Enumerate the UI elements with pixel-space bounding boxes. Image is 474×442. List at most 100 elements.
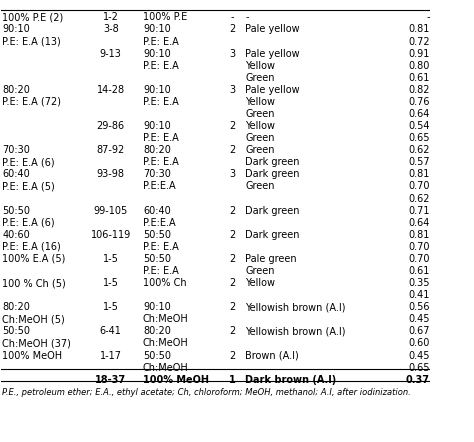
- Text: Pale yellow: Pale yellow: [245, 85, 300, 95]
- Text: 2: 2: [229, 351, 236, 361]
- Text: 3-8: 3-8: [103, 24, 118, 34]
- Text: 50:50: 50:50: [143, 351, 171, 361]
- Text: Green: Green: [245, 266, 274, 276]
- Text: 50:50: 50:50: [2, 326, 30, 336]
- Text: 0.82: 0.82: [408, 85, 429, 95]
- Text: Dark green: Dark green: [245, 230, 300, 240]
- Text: 0.70: 0.70: [408, 182, 429, 191]
- Text: 100% P.E (2): 100% P.E (2): [2, 12, 64, 23]
- Text: 0.60: 0.60: [408, 339, 429, 348]
- Text: 60:40: 60:40: [2, 169, 30, 179]
- Text: P.E: E.A: P.E: E.A: [143, 61, 179, 71]
- Text: P.E: E.A (16): P.E: E.A (16): [2, 242, 61, 252]
- Text: P.E: E.A: P.E: E.A: [143, 37, 179, 46]
- Text: Green: Green: [245, 145, 274, 155]
- Text: 0.62: 0.62: [408, 194, 429, 204]
- Text: 0.72: 0.72: [408, 37, 429, 46]
- Text: 2: 2: [229, 326, 236, 336]
- Text: 0.35: 0.35: [408, 278, 429, 288]
- Text: 80:20: 80:20: [143, 145, 171, 155]
- Text: 0.41: 0.41: [408, 290, 429, 300]
- Text: P.E: E.A (13): P.E: E.A (13): [2, 37, 61, 46]
- Text: 60:40: 60:40: [143, 206, 171, 216]
- Text: 0.64: 0.64: [408, 109, 429, 119]
- Text: 3: 3: [229, 169, 235, 179]
- Text: 2: 2: [229, 24, 236, 34]
- Text: 100% E.A (5): 100% E.A (5): [2, 254, 65, 264]
- Text: Yellowish brown (A.I): Yellowish brown (A.I): [245, 302, 346, 312]
- Text: 90:10: 90:10: [143, 24, 171, 34]
- Text: 40:60: 40:60: [2, 230, 30, 240]
- Text: 50:50: 50:50: [2, 206, 30, 216]
- Text: 1: 1: [229, 375, 236, 385]
- Text: 2: 2: [229, 206, 236, 216]
- Text: 3: 3: [229, 85, 235, 95]
- Text: 0.81: 0.81: [408, 169, 429, 179]
- Text: P.E: E.A (72): P.E: E.A (72): [2, 97, 61, 107]
- Text: Yellow: Yellow: [245, 97, 275, 107]
- Text: Green: Green: [245, 133, 274, 143]
- Text: 2: 2: [229, 254, 236, 264]
- Text: 70:30: 70:30: [143, 169, 171, 179]
- Text: Ch:MeOH (5): Ch:MeOH (5): [2, 314, 65, 324]
- Text: 1-17: 1-17: [100, 351, 122, 361]
- Text: -: -: [245, 12, 248, 23]
- Text: Ch:MeOH: Ch:MeOH: [143, 362, 189, 373]
- Text: 1-2: 1-2: [103, 12, 119, 23]
- Text: 0.67: 0.67: [408, 326, 429, 336]
- Text: 90:10: 90:10: [143, 85, 171, 95]
- Text: 2: 2: [229, 302, 236, 312]
- Text: 14-28: 14-28: [97, 85, 125, 95]
- Text: 90:10: 90:10: [2, 24, 30, 34]
- Text: 18-37: 18-37: [95, 375, 127, 385]
- Text: Yellow: Yellow: [245, 278, 275, 288]
- Text: 93-98: 93-98: [97, 169, 125, 179]
- Text: Brown (A.I): Brown (A.I): [245, 351, 299, 361]
- Text: 100 % Ch (5): 100 % Ch (5): [2, 278, 66, 288]
- Text: 1-5: 1-5: [103, 278, 119, 288]
- Text: P.E: E.A (6): P.E: E.A (6): [2, 157, 55, 168]
- Text: Green: Green: [245, 182, 274, 191]
- Text: P.E: E.A: P.E: E.A: [143, 266, 179, 276]
- Text: 100% P.E: 100% P.E: [143, 12, 187, 23]
- Text: Pale green: Pale green: [245, 254, 297, 264]
- Text: Yellowish brown (A.I): Yellowish brown (A.I): [245, 326, 346, 336]
- Text: 87-92: 87-92: [97, 145, 125, 155]
- Text: 50:50: 50:50: [143, 230, 171, 240]
- Text: 0.62: 0.62: [408, 145, 429, 155]
- Text: P.E: E.A: P.E: E.A: [143, 97, 179, 107]
- Text: 1-5: 1-5: [103, 254, 119, 264]
- Text: 90:10: 90:10: [143, 49, 171, 59]
- Text: 70:30: 70:30: [2, 145, 30, 155]
- Text: 0.64: 0.64: [408, 218, 429, 228]
- Text: 0.70: 0.70: [408, 254, 429, 264]
- Text: 0.57: 0.57: [408, 157, 429, 168]
- Text: 1-5: 1-5: [103, 302, 119, 312]
- Text: 0.37: 0.37: [406, 375, 429, 385]
- Text: Green: Green: [245, 109, 274, 119]
- Text: P.E:E.A: P.E:E.A: [143, 182, 175, 191]
- Text: Ch:MeOH: Ch:MeOH: [143, 339, 189, 348]
- Text: 0.65: 0.65: [408, 133, 429, 143]
- Text: Yellow: Yellow: [245, 61, 275, 71]
- Text: P.E: E.A (6): P.E: E.A (6): [2, 218, 55, 228]
- Text: Dark green: Dark green: [245, 206, 300, 216]
- Text: 6-41: 6-41: [100, 326, 122, 336]
- Text: P.E:E.A: P.E:E.A: [143, 218, 175, 228]
- Text: P.E: E.A (5): P.E: E.A (5): [2, 182, 55, 191]
- Text: 0.76: 0.76: [408, 97, 429, 107]
- Text: 100% MeOH: 100% MeOH: [2, 351, 63, 361]
- Text: 9-13: 9-13: [100, 49, 122, 59]
- Text: 0.56: 0.56: [408, 302, 429, 312]
- Text: 0.61: 0.61: [408, 266, 429, 276]
- Text: P.E: E.A: P.E: E.A: [143, 133, 179, 143]
- Text: P.E., petroleum ether; E.A., ethyl acetate; Ch, chloroform; MeOH, methanol; A.I,: P.E., petroleum ether; E.A., ethyl aceta…: [2, 388, 411, 397]
- Text: 2: 2: [229, 278, 236, 288]
- Text: Dark brown (A.I): Dark brown (A.I): [245, 375, 337, 385]
- Text: 0.61: 0.61: [408, 73, 429, 83]
- Text: Pale yellow: Pale yellow: [245, 49, 300, 59]
- Text: Pale yellow: Pale yellow: [245, 24, 300, 34]
- Text: Dark green: Dark green: [245, 169, 300, 179]
- Text: Yellow: Yellow: [245, 121, 275, 131]
- Text: 0.54: 0.54: [408, 121, 429, 131]
